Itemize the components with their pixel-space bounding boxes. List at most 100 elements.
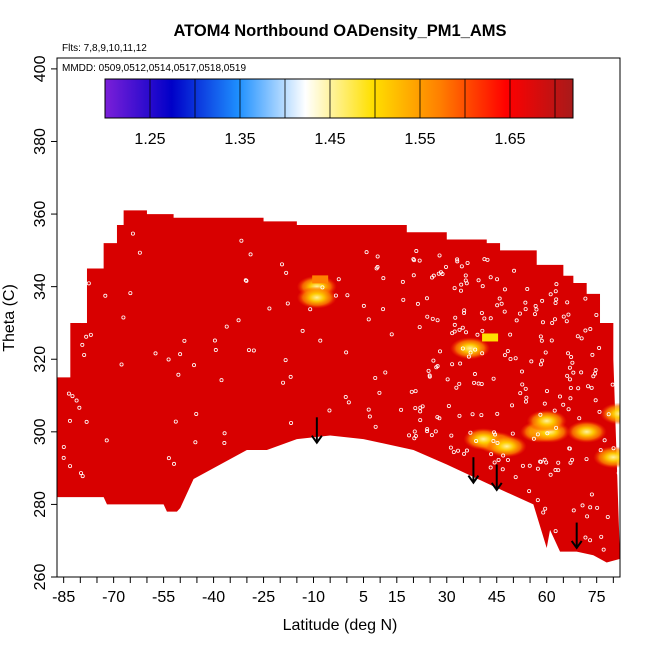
sample-point bbox=[153, 351, 158, 356]
sample-point bbox=[577, 416, 582, 421]
sample-point bbox=[468, 350, 473, 355]
x-tick-label: 30 bbox=[438, 589, 456, 606]
sample-point bbox=[568, 386, 573, 391]
sample-point bbox=[251, 348, 256, 353]
sample-point bbox=[549, 338, 554, 343]
sample-point bbox=[524, 395, 529, 400]
sample-point bbox=[130, 231, 135, 236]
sample-point bbox=[568, 460, 573, 465]
sample-point bbox=[166, 456, 171, 461]
sample-point bbox=[508, 357, 513, 362]
sample-point bbox=[553, 529, 558, 534]
sample-point bbox=[495, 303, 500, 308]
x-tick-label: 15 bbox=[388, 589, 406, 606]
x-tick-label: 5 bbox=[359, 589, 368, 606]
sample-point bbox=[566, 351, 571, 356]
sample-point bbox=[523, 307, 528, 312]
sample-point bbox=[381, 276, 386, 281]
sample-point bbox=[575, 334, 580, 339]
sample-point bbox=[615, 369, 620, 374]
sample-point bbox=[452, 286, 457, 291]
sample-point bbox=[472, 380, 477, 385]
sample-point bbox=[541, 510, 546, 515]
sample-point bbox=[176, 372, 181, 377]
sample-point bbox=[606, 412, 611, 417]
sample-point bbox=[464, 448, 469, 453]
sample-point bbox=[381, 307, 386, 312]
sample-point bbox=[535, 466, 540, 471]
sample-point bbox=[407, 433, 412, 438]
sample-point bbox=[589, 385, 594, 390]
sample-point bbox=[61, 444, 66, 449]
sample-point bbox=[435, 364, 440, 369]
sample-point bbox=[611, 446, 616, 451]
sample-point bbox=[346, 400, 351, 405]
sample-point bbox=[459, 282, 464, 287]
sample-point bbox=[544, 389, 549, 394]
sample-point bbox=[344, 350, 349, 355]
sample-point bbox=[601, 547, 606, 552]
sample-point bbox=[373, 424, 378, 429]
sample-point bbox=[496, 457, 501, 462]
sample-point bbox=[425, 427, 430, 432]
sample-point bbox=[508, 332, 513, 337]
sample-point bbox=[479, 413, 484, 418]
sample-point bbox=[565, 373, 570, 378]
colorbar-gradient bbox=[104, 78, 574, 119]
hotspot-cell bbox=[482, 333, 499, 342]
sample-point bbox=[583, 296, 588, 301]
sample-point bbox=[366, 407, 371, 412]
sample-point bbox=[67, 418, 72, 423]
sample-point bbox=[579, 336, 584, 341]
sample-point bbox=[540, 298, 545, 303]
sample-point bbox=[236, 318, 241, 323]
sample-point bbox=[300, 328, 305, 333]
sample-point bbox=[567, 377, 572, 382]
sample-point bbox=[137, 250, 142, 255]
sample-point bbox=[248, 252, 253, 257]
sample-point bbox=[523, 399, 528, 404]
sample-point bbox=[172, 461, 177, 466]
x-tick-label: -55 bbox=[152, 589, 175, 606]
sample-point bbox=[366, 317, 371, 322]
sample-point bbox=[425, 314, 430, 319]
sample-point bbox=[586, 384, 591, 389]
sample-point bbox=[463, 273, 468, 278]
flights-note: Flts: 7,8,9,10,11,12 bbox=[62, 43, 147, 54]
sample-point bbox=[535, 432, 540, 437]
sample-point bbox=[538, 412, 543, 417]
sample-point bbox=[413, 389, 418, 394]
y-tick-label: 280 bbox=[32, 491, 49, 518]
sample-point bbox=[554, 425, 559, 430]
sample-point bbox=[548, 292, 553, 297]
colorbar: 1.25 1.35 1.45 1.55 1.65 bbox=[104, 78, 574, 148]
y-tick-label: 320 bbox=[32, 346, 49, 373]
sample-point bbox=[472, 372, 477, 377]
sample-point bbox=[580, 503, 585, 508]
sample-point bbox=[173, 419, 178, 424]
sample-point bbox=[479, 310, 484, 315]
sample-point bbox=[556, 460, 561, 465]
sample-point bbox=[212, 338, 217, 343]
sample-point bbox=[468, 430, 473, 435]
sample-point bbox=[502, 353, 507, 358]
sample-point bbox=[480, 328, 485, 333]
sample-point bbox=[540, 358, 545, 363]
sample-point bbox=[192, 363, 197, 368]
sample-point bbox=[279, 262, 284, 267]
sample-point bbox=[588, 327, 593, 332]
marker-arrow bbox=[570, 522, 583, 550]
x-tick-label: 60 bbox=[538, 589, 556, 606]
sample-point bbox=[595, 505, 600, 510]
sample-point bbox=[417, 325, 422, 330]
sample-point bbox=[470, 412, 475, 417]
x-tick-label: -40 bbox=[202, 589, 225, 606]
sample-point bbox=[430, 316, 435, 321]
sample-point bbox=[570, 457, 575, 462]
sample-point bbox=[583, 328, 588, 333]
sample-point bbox=[550, 321, 555, 326]
sample-point bbox=[375, 254, 380, 259]
sample-point bbox=[480, 284, 485, 289]
sample-point bbox=[538, 362, 543, 367]
sample-point bbox=[119, 362, 124, 367]
